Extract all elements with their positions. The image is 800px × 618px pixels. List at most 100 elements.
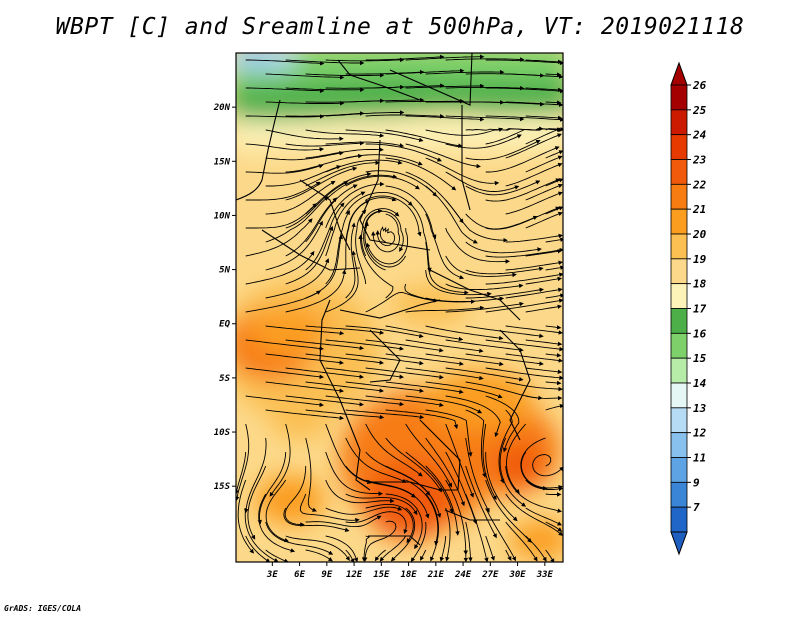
colorbar-label: 17 xyxy=(693,303,707,316)
streamline xyxy=(445,115,525,122)
streamline xyxy=(465,139,541,161)
streamline xyxy=(485,507,516,562)
streamline xyxy=(325,174,398,201)
streamline xyxy=(361,535,371,562)
streamline xyxy=(265,325,345,336)
streamline xyxy=(345,409,425,420)
streamline xyxy=(305,184,358,243)
lon-label: 33E xyxy=(536,570,554,580)
streamline xyxy=(285,141,365,147)
streamline xyxy=(505,521,538,562)
lon-label: 24E xyxy=(454,570,472,580)
streamline xyxy=(245,181,321,201)
lat-label: 5S xyxy=(219,374,230,384)
streamline xyxy=(525,395,563,401)
streamline xyxy=(485,178,561,202)
streamline xyxy=(325,535,359,562)
colorbar-bottom-arrow xyxy=(670,531,688,556)
streamline xyxy=(245,114,325,119)
streamline xyxy=(465,353,544,366)
colorbar-label: 23 xyxy=(692,154,707,167)
streamline xyxy=(405,199,432,273)
streamline xyxy=(505,101,563,107)
streamline xyxy=(545,380,562,386)
streamline xyxy=(505,162,563,187)
colorbar-swatch xyxy=(670,481,688,508)
streamline xyxy=(245,143,325,152)
lat-label: 20N xyxy=(213,103,231,113)
lon-label: 30E xyxy=(508,570,526,580)
streamline xyxy=(345,97,425,103)
lat-label: 10N xyxy=(214,211,231,221)
streamline xyxy=(445,507,451,562)
streamline xyxy=(545,521,563,532)
streamline xyxy=(345,511,408,535)
streamline xyxy=(363,209,386,271)
streamline xyxy=(265,151,344,161)
colorbar-label: 18 xyxy=(693,278,707,291)
wbpt-shading xyxy=(236,53,563,562)
streamline xyxy=(365,367,444,380)
streamline xyxy=(305,73,385,78)
latitude-labels: 20N 15N 10N 5N EQ 5S 10S 15S xyxy=(213,103,236,492)
streamline xyxy=(425,465,460,536)
streamline xyxy=(520,437,548,491)
streamline xyxy=(385,493,423,550)
streamline xyxy=(445,199,508,243)
streamline xyxy=(445,395,501,438)
streamline xyxy=(245,535,271,562)
streamline xyxy=(358,234,394,299)
streamline xyxy=(365,503,414,544)
streamline xyxy=(325,506,403,515)
streamline xyxy=(485,452,518,522)
streamline xyxy=(345,222,356,299)
streamline xyxy=(439,535,447,562)
streamline xyxy=(285,197,338,257)
streamline xyxy=(325,423,372,484)
streamline xyxy=(365,113,445,119)
colorbar-label: 14 xyxy=(693,377,707,390)
streamline xyxy=(365,210,404,252)
streamline xyxy=(365,395,444,408)
streamline xyxy=(525,59,563,65)
streamline xyxy=(345,381,424,393)
streamline xyxy=(285,269,347,313)
streamline xyxy=(385,185,437,240)
streamline xyxy=(265,258,330,299)
streamline xyxy=(257,451,287,525)
streamline xyxy=(485,146,560,173)
streamline xyxy=(305,409,385,420)
streamline xyxy=(285,166,358,201)
streamline xyxy=(465,287,544,299)
streamline xyxy=(345,353,424,366)
streamline xyxy=(305,147,384,159)
streamline xyxy=(545,403,563,411)
streamline xyxy=(305,353,384,365)
streamline xyxy=(485,272,563,285)
colorbar-label: 26 xyxy=(692,79,707,92)
streamline xyxy=(371,213,400,253)
lat-label: 10S xyxy=(214,428,231,438)
colorbar-swatch xyxy=(670,283,688,309)
streamline xyxy=(505,353,563,363)
streamline xyxy=(345,325,424,339)
streamline xyxy=(265,409,345,421)
streamline xyxy=(265,521,334,555)
colorbar-label: 7 xyxy=(693,501,700,514)
streamline xyxy=(285,87,365,92)
streamline xyxy=(385,99,465,104)
streamline xyxy=(405,339,484,353)
colorbar-label: 11 xyxy=(693,452,706,465)
lon-label: 18E xyxy=(400,570,417,580)
streamline xyxy=(236,451,247,495)
streamline xyxy=(485,87,563,94)
streamline xyxy=(410,521,427,562)
streamline xyxy=(405,367,484,381)
colorbar-swatch xyxy=(670,308,688,334)
lat-label: 15S xyxy=(214,482,231,492)
streamline xyxy=(405,83,485,89)
streamline xyxy=(390,507,416,562)
streamline xyxy=(505,287,563,299)
streamline xyxy=(532,454,563,477)
streamline xyxy=(361,208,400,257)
